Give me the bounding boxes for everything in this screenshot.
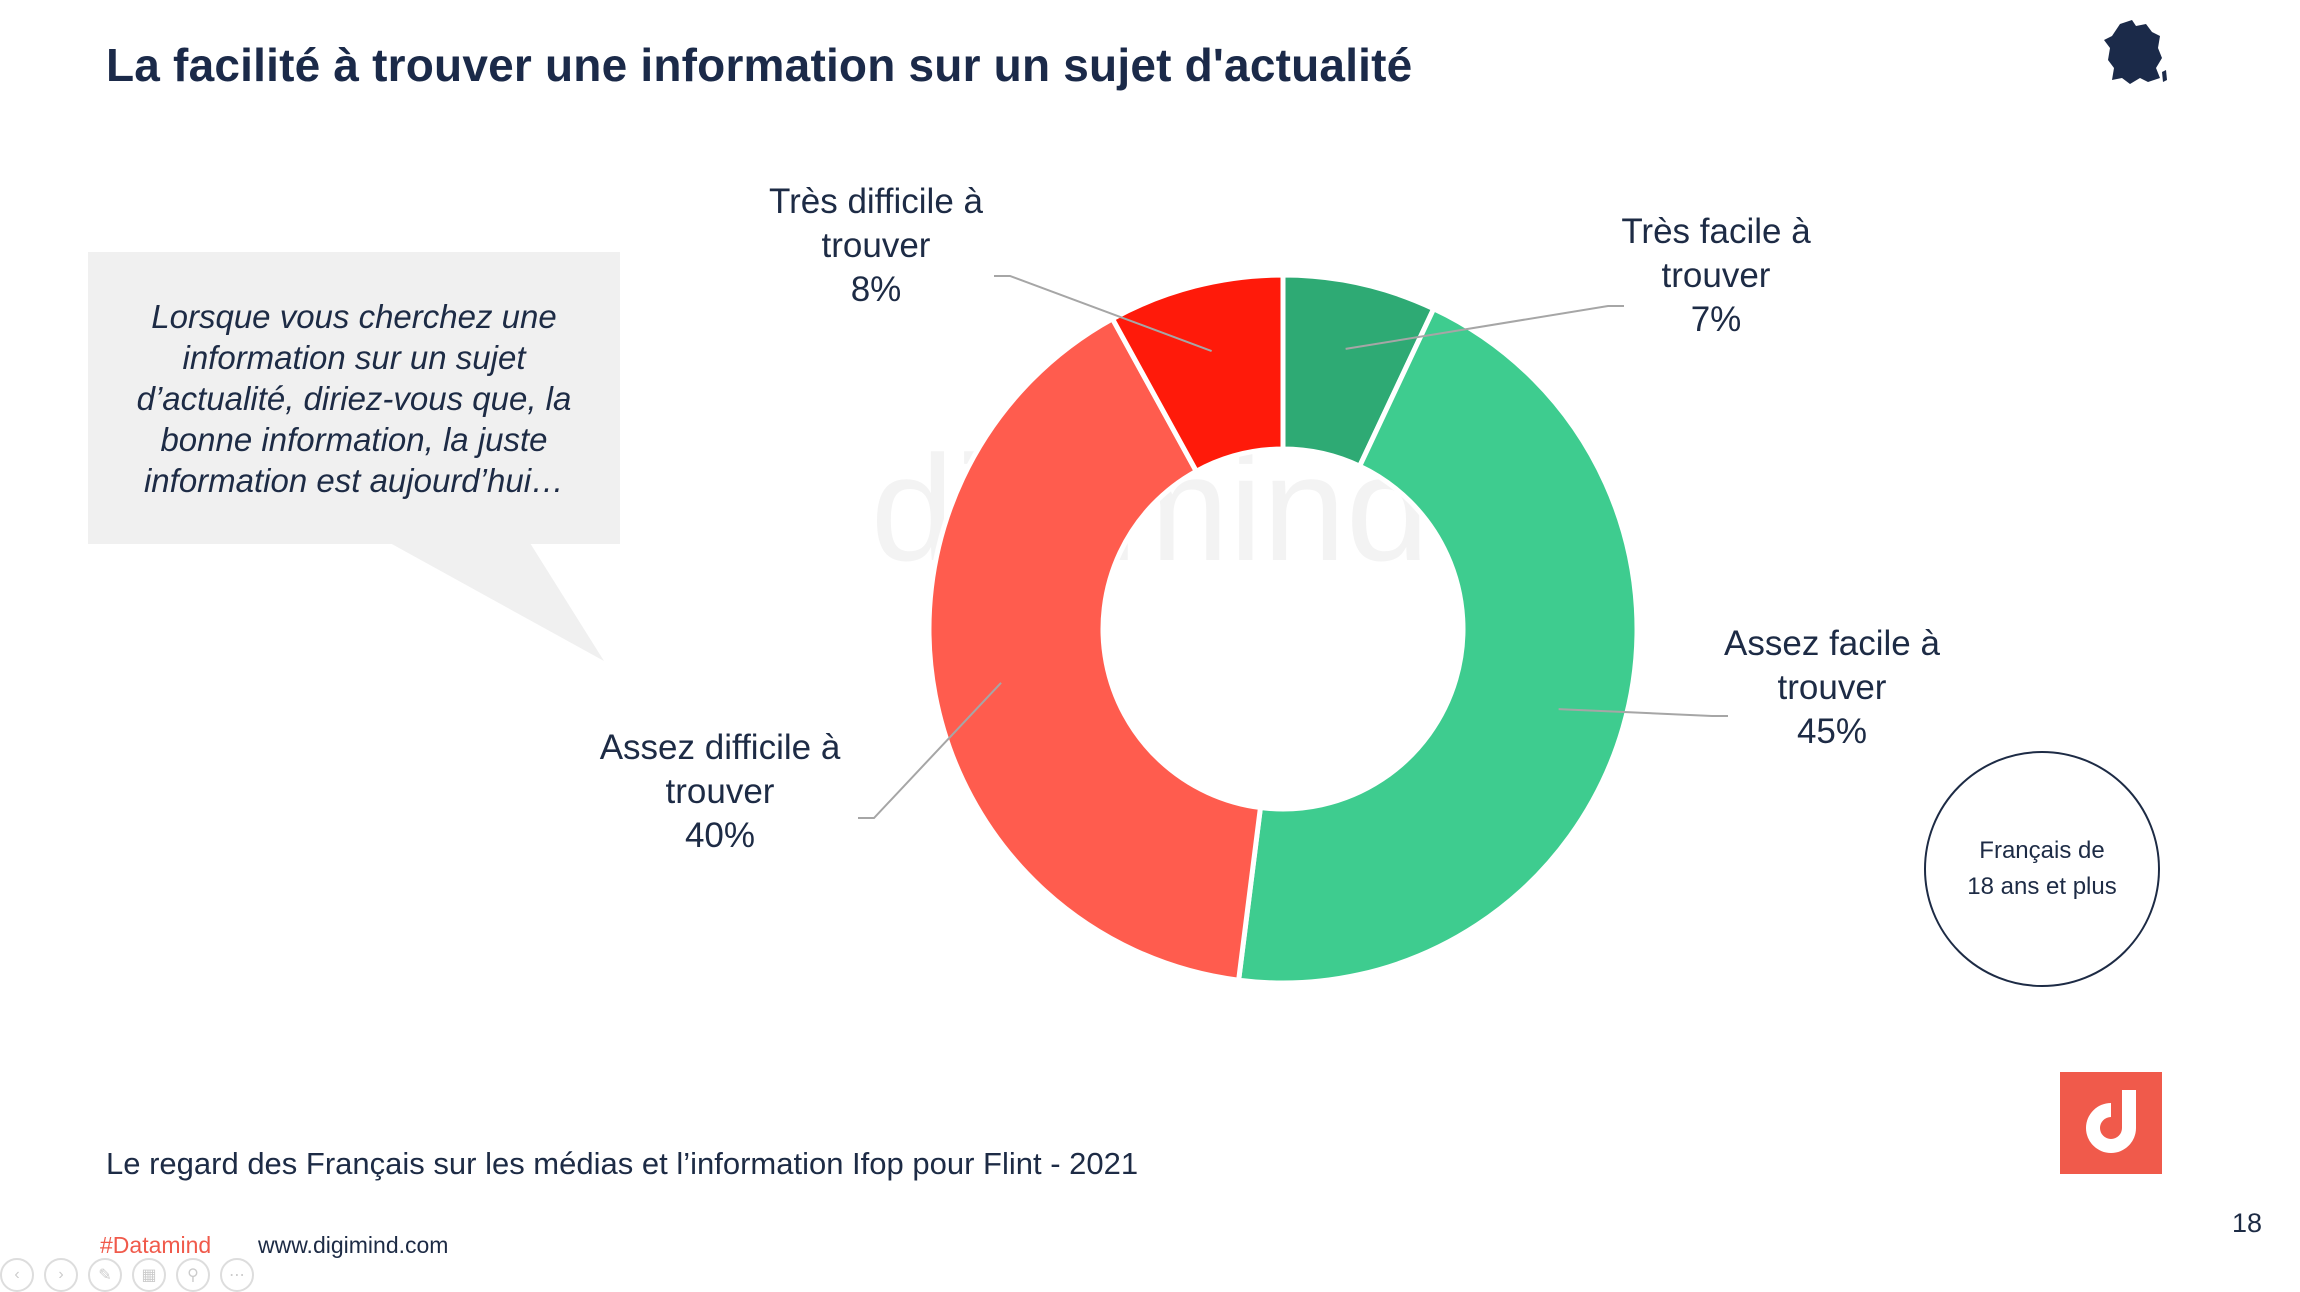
leader-line-assez-difficile bbox=[858, 682, 1002, 819]
pen-icon[interactable]: ✎ bbox=[88, 1258, 122, 1292]
slice-text-tres-facile: trouver bbox=[1661, 256, 1771, 295]
slice-value-assez-difficile: 40% bbox=[684, 816, 756, 855]
page-title: La facilité à trouver une information su… bbox=[106, 39, 1413, 91]
leader-line-tres-facile bbox=[1345, 305, 1624, 350]
slice-text-tres-difficile: Très difficile à bbox=[769, 182, 983, 221]
slice-label-tres-difficile: Très difficile à trouver 8% bbox=[769, 180, 983, 312]
slice-value-assez-facile: 45% bbox=[1796, 712, 1868, 751]
slice-text-assez-facile: trouver bbox=[1777, 668, 1887, 707]
zoom-icon[interactable]: ⚲ bbox=[176, 1258, 210, 1292]
bubble-tail bbox=[390, 543, 604, 661]
france-map-icon bbox=[2104, 20, 2167, 84]
slice-value-tres-facile: 7% bbox=[1690, 300, 1742, 339]
audience-badge: Français de 18 ans et plus bbox=[1924, 751, 2160, 987]
presentation-toolbar: ‹ › ✎ ▦ ⚲ ⋯ bbox=[0, 1258, 254, 1292]
slice-text-tres-facile: Très facile à bbox=[1621, 212, 1811, 251]
audience-line-2: 18 ans et plus bbox=[1967, 873, 2117, 900]
slice-text-assez-difficile: trouver bbox=[665, 772, 775, 811]
leader-line-assez-facile bbox=[1558, 708, 1728, 717]
slides-grid-icon[interactable]: ▦ bbox=[132, 1258, 166, 1292]
slice-value-tres-difficile: 8% bbox=[850, 270, 902, 309]
more-options-icon[interactable]: ⋯ bbox=[220, 1258, 254, 1292]
slice-label-tres-facile: Très facile à trouver 7% bbox=[1621, 210, 1810, 342]
slice-assez-difficile bbox=[926, 315, 1264, 984]
question-bubble: Lorsque vous cherchez une information su… bbox=[88, 252, 620, 544]
source-text: Le regard des Français sur les médias et… bbox=[106, 1146, 1139, 1181]
slice-tres-difficile bbox=[1109, 272, 1286, 475]
page-number: 18 bbox=[2232, 1208, 2263, 1238]
leader-line-tres-difficile bbox=[994, 275, 1212, 352]
question-text: Lorsque vous cherchez une information su… bbox=[136, 297, 572, 499]
slice-label-assez-difficile: Assez difficile à trouver 40% bbox=[600, 726, 841, 858]
hashtag-link[interactable]: #Datamind bbox=[100, 1232, 212, 1258]
slice-text-assez-facile: Assez facile à bbox=[1724, 624, 1940, 663]
website-link[interactable]: www.digimind.com bbox=[258, 1232, 449, 1258]
next-slide-icon[interactable]: › bbox=[44, 1258, 78, 1292]
digimind-logo-icon bbox=[2060, 1072, 2162, 1174]
slice-text-tres-difficile: trouver bbox=[821, 226, 931, 265]
slice-label-assez-facile: Assez facile à trouver 45% bbox=[1724, 622, 1940, 754]
slice-text-assez-difficile: Assez difficile à bbox=[599, 728, 841, 767]
audience-line-1: Français de bbox=[1979, 837, 2105, 864]
slice-assez-facile bbox=[1235, 305, 1640, 986]
previous-slide-icon[interactable]: ‹ bbox=[0, 1258, 34, 1292]
